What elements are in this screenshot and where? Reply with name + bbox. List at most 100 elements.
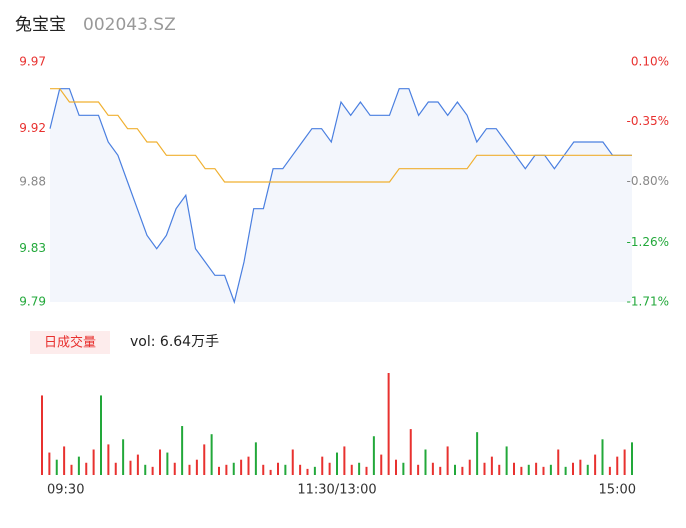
legend-label: 日成交量 xyxy=(44,335,96,351)
volume-bar xyxy=(372,436,375,475)
volume-bar xyxy=(601,439,604,475)
x-tick-label: 15:00 xyxy=(599,483,636,498)
volume-bar xyxy=(55,459,58,475)
volume-bar xyxy=(166,452,169,475)
volume-bar xyxy=(247,456,250,475)
volume-bar xyxy=(608,466,611,475)
volume-bar xyxy=(564,466,567,475)
volume-bar xyxy=(41,395,43,475)
volume-bar xyxy=(240,459,243,475)
volume-bar xyxy=(535,462,538,475)
volume-bar xyxy=(299,464,302,475)
volume-bar xyxy=(195,459,198,475)
volume-bar xyxy=(586,464,589,475)
volume-bar xyxy=(144,464,147,475)
volume-bar xyxy=(461,466,464,475)
volume-bar xyxy=(232,462,235,475)
volume-bar xyxy=(269,469,272,475)
volume-bar xyxy=(623,449,626,475)
x-tick-label: 09:30 xyxy=(47,483,84,498)
volume-bar xyxy=(358,462,361,475)
volume-bar xyxy=(306,468,309,475)
volume-bar xyxy=(85,462,88,475)
volume-bar xyxy=(107,444,110,475)
volume-bar xyxy=(498,464,501,475)
volume-bar xyxy=(129,460,132,475)
x-tick-label: 11:30/13:00 xyxy=(297,483,376,498)
volume-bar xyxy=(505,446,508,475)
volume-bar xyxy=(136,454,139,475)
y2-tick-label: -1.26% xyxy=(627,235,669,249)
volume-bar xyxy=(188,464,191,475)
y2-tick-label: 0.10% xyxy=(631,55,669,69)
volume-bar xyxy=(328,462,331,475)
volume-bar xyxy=(173,462,176,475)
average-line xyxy=(50,88,632,183)
legend-box xyxy=(30,331,110,354)
volume-bar xyxy=(114,462,117,475)
volume-bar xyxy=(431,462,434,475)
volume-bar xyxy=(402,462,405,475)
y-tick-label: 9.83 xyxy=(19,241,46,255)
volume-bar xyxy=(210,434,213,475)
volume-bar xyxy=(395,459,397,475)
volume-bar xyxy=(579,459,582,475)
volume-bar xyxy=(313,466,316,475)
volume-bar xyxy=(446,446,449,475)
volume-bar xyxy=(100,395,102,475)
volume-bar xyxy=(365,466,368,475)
volume-bar xyxy=(409,429,412,475)
volume-bar xyxy=(262,464,265,475)
volume-bar xyxy=(520,466,523,475)
volume-bar xyxy=(70,464,73,475)
volume-bar xyxy=(254,442,257,475)
y-tick-label: 9.88 xyxy=(19,175,46,189)
volume-bar xyxy=(291,449,294,475)
y2-tick-label: -1.71% xyxy=(627,295,669,309)
volume-bar xyxy=(225,464,228,475)
volume-bar xyxy=(513,462,515,475)
volume-bar xyxy=(594,454,597,475)
volume-bar xyxy=(218,466,220,475)
volume-bar xyxy=(343,446,346,475)
volume-bar xyxy=(350,464,353,475)
y-tick-label: 9.92 xyxy=(19,121,46,135)
volume-bar xyxy=(417,464,420,475)
volume-bar xyxy=(542,466,545,475)
y2-tick-label: -0.35% xyxy=(627,114,669,128)
volume-bar xyxy=(277,462,279,475)
volume-bar xyxy=(631,442,633,475)
volume-bar xyxy=(439,466,442,475)
volume-bar xyxy=(527,464,530,475)
y-tick-label: 9.79 xyxy=(19,295,46,309)
price-area xyxy=(50,88,632,302)
volume-bar xyxy=(468,459,471,475)
stock-code: 002043.SZ xyxy=(83,15,176,35)
volume-bar xyxy=(454,464,456,475)
volume-bar xyxy=(424,449,427,475)
volume-bar xyxy=(572,462,574,475)
volume-bar xyxy=(321,456,324,475)
volume-annotation: vol: 6.64万手 xyxy=(130,334,219,350)
volume-bar xyxy=(92,449,95,475)
y-tick-label: 9.97 xyxy=(19,55,46,69)
volume-bar xyxy=(549,464,552,475)
volume-bar xyxy=(181,426,184,475)
volume-bar xyxy=(616,456,619,475)
volume-bar xyxy=(284,464,287,475)
volume-bar xyxy=(387,373,390,475)
volume-bar xyxy=(159,449,161,475)
volume-bar xyxy=(77,456,80,475)
volume-bar xyxy=(151,466,154,475)
y2-tick-label: -0.80% xyxy=(627,174,669,188)
volume-bar xyxy=(48,452,51,475)
stock-name: 兔宝宝 xyxy=(15,15,66,35)
volume-bar xyxy=(63,446,66,475)
volume-bar xyxy=(483,462,486,475)
volume-bar xyxy=(203,444,206,475)
volume-bar xyxy=(476,432,479,475)
volume-bar xyxy=(557,449,560,475)
volume-bar xyxy=(380,454,383,475)
volume-bar xyxy=(490,456,493,475)
